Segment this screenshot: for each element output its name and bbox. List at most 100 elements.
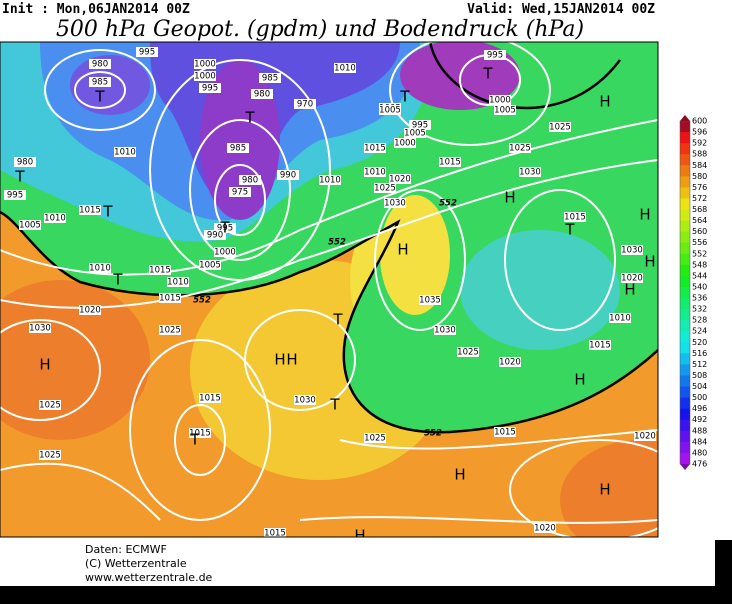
isobar-label: 995 (202, 84, 218, 94)
isobar-label: 1025 (364, 434, 386, 444)
colorbar-label: 496 (692, 404, 707, 413)
colorbar-cap (680, 115, 690, 121)
label-box (364, 433, 386, 443)
pressure-center: H (274, 351, 285, 369)
label-box (159, 325, 181, 335)
map-title: 500 hPa Geopot. (gpdm) und Bodendruck (h… (56, 17, 584, 42)
label-box (379, 105, 401, 115)
label-box (136, 47, 158, 57)
colorbar-label: 480 (692, 448, 707, 457)
552-contour (0, 210, 658, 434)
isobar-label: 995 (7, 191, 23, 201)
isobar-label: 985 (262, 74, 278, 84)
colorbar-label: 544 (692, 271, 707, 280)
colorbar-label: 556 (692, 238, 707, 247)
label-box (214, 223, 236, 233)
colorbar-swatch (680, 231, 690, 244)
colorbar-label: 492 (692, 415, 707, 424)
pressure-center: T (112, 271, 123, 289)
label-box (389, 174, 411, 184)
isobar-label: 1025 (159, 326, 181, 336)
colorbar-label: 548 (692, 260, 707, 269)
colorbar-label: 532 (692, 305, 707, 314)
footer-url: www.wetterzentrale.de (85, 571, 213, 584)
isobar-label: 1015 (189, 429, 211, 439)
isobar-label: 1005 (199, 261, 221, 271)
colorbar-swatch (680, 143, 690, 155)
pressure-center: H (39, 356, 50, 374)
isobar-label: 980 (92, 60, 108, 70)
isobar-label: 1015 (79, 206, 101, 216)
label-box (79, 205, 101, 215)
colorbar-label: 596 (692, 128, 707, 137)
pressure-center: H (504, 189, 515, 207)
label-box (494, 427, 516, 437)
isobar-label: 1010 (167, 278, 189, 288)
label-box (384, 198, 406, 208)
label-box (294, 395, 316, 405)
colorbar-swatch (680, 364, 690, 376)
isobar-label: 1000 (194, 72, 216, 82)
label-box (29, 323, 51, 333)
label-box (44, 213, 66, 223)
pressure-center: T (189, 431, 200, 449)
colorbar-swatch (680, 353, 690, 365)
label-box (214, 247, 236, 257)
isobar-label: 995 (139, 48, 155, 58)
isobar-label: 1015 (589, 341, 611, 351)
colorbar-label: 524 (692, 327, 707, 336)
isobar-label: 1030 (29, 324, 51, 334)
label-box (159, 293, 181, 303)
isobar-label: 1015 (149, 266, 171, 276)
pressure-center: H (599, 93, 610, 111)
colorbar-label: 564 (692, 216, 707, 225)
label-box (259, 73, 281, 83)
label-box (494, 105, 516, 115)
colorbar-label: 528 (692, 316, 707, 325)
label-box (439, 157, 461, 167)
geopotential-label: 552 (328, 238, 346, 248)
isobar-label: 1015 (159, 294, 181, 304)
bottom-border (0, 540, 732, 604)
colorbar-swatch (680, 375, 690, 388)
map-area: 9959859801000100099598598097010101005995… (0, 42, 658, 539)
colorbar-swatch (680, 209, 690, 222)
isobar-label: 1000 (489, 96, 511, 106)
colorbar-swatch (680, 121, 690, 133)
label-box (239, 175, 261, 185)
isobar-label: 990 (280, 171, 296, 181)
isobar-label: 1015 (564, 213, 586, 223)
label-box (89, 77, 111, 87)
pressure-center: H (639, 206, 650, 224)
pressure-center: H (454, 466, 465, 484)
isobar-label: 1020 (534, 524, 556, 534)
valid-time: Valid: Wed,15JAN2014 00Z (467, 2, 655, 17)
colorbar-swatch (680, 342, 690, 354)
colorbar-swatch (680, 154, 690, 166)
colorbar-swatch (680, 242, 690, 255)
isobar-label: 1005 (379, 106, 401, 116)
colorbar-swatch (680, 220, 690, 233)
isobar-label: 1015 (264, 529, 286, 539)
label-box (251, 89, 273, 99)
label-box (634, 431, 656, 441)
colorbar-swatch (680, 386, 690, 399)
pressure-center: T (102, 203, 113, 221)
label-box (79, 305, 101, 315)
colorbar-swatch (680, 331, 690, 343)
isobar-label: 1020 (634, 432, 656, 442)
label-box (489, 95, 511, 105)
pressure-center: T (14, 168, 25, 186)
label-box (319, 175, 341, 185)
isobar-label: 1025 (549, 123, 571, 133)
isobar-label: 1025 (374, 184, 396, 194)
label-box (404, 128, 426, 138)
isobar-label: 1000 (214, 248, 236, 258)
isobar-label: 995 (217, 224, 233, 234)
label-box (199, 393, 221, 403)
label-box (457, 347, 479, 357)
isobar-label: 985 (92, 78, 108, 88)
label-box (499, 357, 521, 367)
pressure-center: H (599, 481, 610, 499)
